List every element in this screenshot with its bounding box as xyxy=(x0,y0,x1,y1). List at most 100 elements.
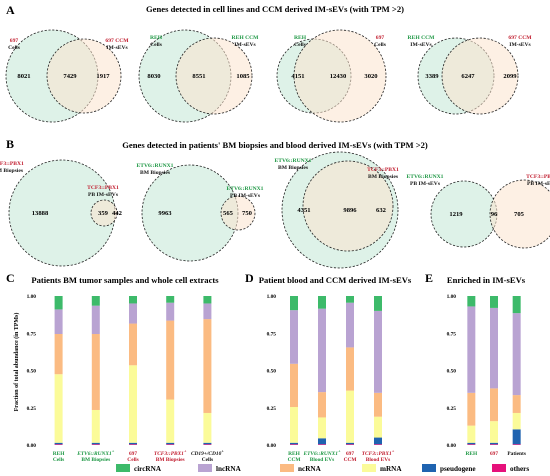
legend-swatch-lncRNA xyxy=(198,464,212,472)
bar-segment-lncRNA xyxy=(290,310,298,364)
y-tick-label: 0.25 xyxy=(267,406,277,412)
venn-right-label: 697 CCM xyxy=(508,35,532,41)
venn-left-sublabel: BM Biopsies xyxy=(140,170,171,176)
panel-letter-e: E xyxy=(425,271,433,285)
venn-right-sublabel: IM-sEVs xyxy=(106,45,128,51)
x-tick-label: Patients xyxy=(507,451,526,457)
bar-segment-others xyxy=(318,444,326,445)
legend-swatch-pseudogene xyxy=(422,464,436,472)
bar-segment-lncRNA xyxy=(91,305,100,334)
x-tick-sublabel: BM Biopsies xyxy=(81,457,110,463)
x-tick-sublabel: Blood EVs xyxy=(366,457,390,463)
panel-letter-d: D xyxy=(245,271,254,285)
venn-count: 705 xyxy=(514,211,525,218)
venn-right-sublabel: BM Biopsies xyxy=(368,174,399,180)
bar-segment-lncRNA xyxy=(346,302,354,348)
bar-segment-others xyxy=(490,444,498,445)
bar-segment-lncRNA xyxy=(374,310,382,393)
bar-segment-pseudogene xyxy=(166,442,175,445)
bar-segment-pseudogene xyxy=(129,442,137,445)
venn-count: 1085 xyxy=(236,73,250,80)
venn-count: 1917 xyxy=(96,73,110,80)
chart-2: 0.000.250.500.751.00REHCCMETV6::RUNX1+Bl… xyxy=(267,294,395,463)
y-tick-label: 0.00 xyxy=(447,443,457,449)
bar-segment-circRNA xyxy=(203,296,212,304)
bar-segment-pseudogene xyxy=(54,442,63,445)
bar-segment-ncRNA xyxy=(512,395,521,413)
x-tick-sublabel: BM Biopsies xyxy=(156,457,185,463)
bar-segment-lncRNA xyxy=(129,303,137,324)
x-tick-label: CD19+/CD10+ xyxy=(191,449,224,458)
bar-segment-mRNA xyxy=(490,421,498,443)
bar-segment-mRNA xyxy=(166,399,175,443)
bar-segment-others xyxy=(203,444,212,445)
y-tick-label: 0.75 xyxy=(447,331,457,337)
venn-circle-right xyxy=(293,29,387,123)
venn-count: 9896 xyxy=(343,207,357,214)
y-tick-label: 0.00 xyxy=(27,443,37,449)
venn-count: 750 xyxy=(242,210,253,217)
y-tick-label: 0.00 xyxy=(267,443,277,449)
bar-segment-others xyxy=(467,444,476,445)
bar-segment-ncRNA xyxy=(467,392,476,426)
x-tick-sublabel: CCM xyxy=(344,457,357,463)
y-tick-label: 1.00 xyxy=(267,294,277,300)
y-tick-label: 0.50 xyxy=(447,369,457,375)
x-tick-sublabel: Cells xyxy=(53,457,64,463)
bar-segment-pseudogene xyxy=(91,442,100,445)
bar-segment-lncRNA xyxy=(467,306,476,393)
bar-segment-mRNA xyxy=(512,412,521,430)
venn-right-sublabel: PB IM-sEVs xyxy=(527,181,550,187)
bar-segment-ncRNA xyxy=(490,388,498,422)
x-tick-label: ETV6::RUNX1+ xyxy=(76,449,114,458)
panel-d-title: Patient blood and CCM derived IM-sEVs xyxy=(259,275,412,285)
x-tick-sublabel: Cells xyxy=(127,457,138,463)
panel-b-title: Genes detected in patients' BM biopsies … xyxy=(122,140,428,150)
venn-count: 96 xyxy=(491,211,498,218)
bar-segment-circRNA xyxy=(374,296,382,311)
x-tick-sublabel: CCM xyxy=(288,457,301,463)
venn-circle-right xyxy=(175,37,253,115)
venn-left-sublabel: Cells xyxy=(150,42,163,48)
bar-segment-others xyxy=(91,444,100,445)
bar-segment-mRNA xyxy=(91,409,100,443)
venn-right-label: ETV6::RUNX1 xyxy=(227,186,264,192)
bar-segment-lncRNA xyxy=(166,302,175,321)
venn-count: 565 xyxy=(223,210,234,217)
x-tick-sublabel: Cells xyxy=(202,457,213,463)
y-tick-label: 0.25 xyxy=(447,406,457,412)
venn-right-sublabel: IM-sEVs xyxy=(234,42,256,48)
bar-segment-others xyxy=(54,444,63,445)
bar-segment-mRNA xyxy=(374,416,382,438)
venn-left-label: REH xyxy=(294,35,307,41)
bar-segment-others xyxy=(512,444,521,445)
bar-segment-ncRNA xyxy=(166,320,175,400)
y-axis-label: Fraction of total abundance (in TPMs) xyxy=(13,313,20,412)
y-tick-label: 0.25 xyxy=(27,406,37,412)
bar-segment-others xyxy=(346,444,354,445)
y-tick-label: 0.75 xyxy=(267,331,277,337)
legend-label-circRNA: circRNA xyxy=(134,465,162,473)
x-tick-label: 697 xyxy=(490,451,498,457)
bar-segment-circRNA xyxy=(129,296,137,304)
venn-count: 359 xyxy=(98,210,109,217)
venn-count: 3020 xyxy=(364,73,378,80)
bar-segment-ncRNA xyxy=(290,363,298,408)
bar-segment-ncRNA xyxy=(129,323,137,366)
bar-segment-circRNA xyxy=(91,296,100,306)
venn-count: 9963 xyxy=(158,210,172,217)
bar-segment-mRNA xyxy=(290,407,298,443)
venn-right-sublabel: PB IM-sEVs xyxy=(88,192,119,198)
venn-right-sublabel: IM-sEVs xyxy=(509,42,531,48)
x-tick-label: TCF3::PBX1+ xyxy=(154,449,187,458)
venn-circle-left xyxy=(430,180,498,248)
bar-segment-lncRNA xyxy=(512,313,521,396)
venn-right-label: REH CCM xyxy=(232,35,260,41)
bar-segment-pseudogene xyxy=(346,442,354,445)
bar-segment-circRNA xyxy=(290,296,298,311)
x-tick-label: REH xyxy=(465,451,477,457)
bar-segment-pseudogene xyxy=(374,437,382,445)
x-tick-label: TCF3::PBX1+ xyxy=(362,449,395,458)
